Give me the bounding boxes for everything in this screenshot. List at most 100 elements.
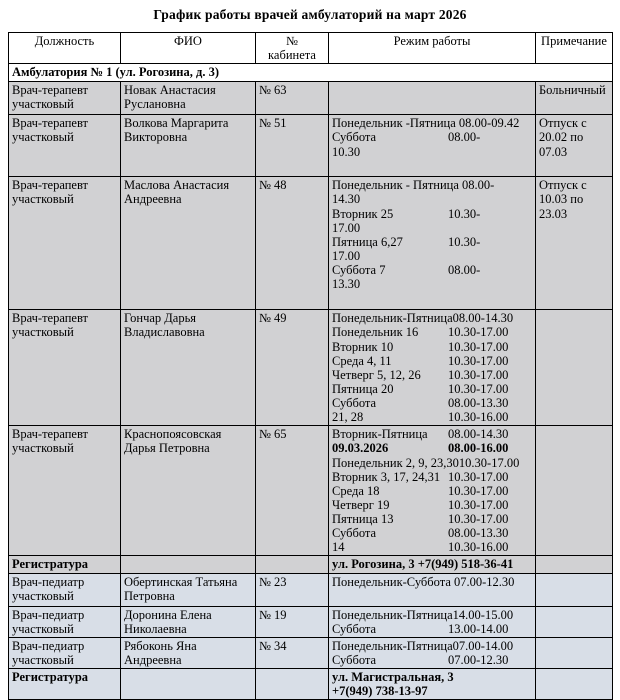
- schedule-line: Четверг 5, 12, 26 10.30-17.00: [332, 368, 532, 382]
- name-cell: [120, 667, 256, 700]
- position-cell: Врач-терапевт участковый: [8, 114, 121, 178]
- schedule-line: Вторник-Пятница 08.00-14.30: [332, 427, 532, 441]
- schedule-time: 10.30-17.00: [458, 455, 520, 470]
- column-header-office-line2: кабинета: [268, 48, 316, 63]
- schedule-day: 10.30: [332, 144, 361, 159]
- position-cell: Врач-терапевт участковый: [8, 309, 121, 427]
- header-row: Должность ФИО № кабинета Режим работы Пр…: [8, 31, 613, 65]
- schedule-day: Четверг 19: [332, 497, 390, 512]
- doctor-row: Врач-педиатр участковый Доронина Елена Ни…: [8, 605, 613, 638]
- schedule-time: 10.30-: [448, 234, 481, 249]
- schedule-line: Понедельник 2, 9, 23,3010.30-17.00: [332, 456, 532, 470]
- schedule-cell: Понедельник-Пятница14.00-15.00 Суббота 13.…: [328, 605, 536, 638]
- schedule-time: 10.30-: [448, 206, 481, 221]
- doctor-row: Врач-терапевт участковый Краснопоясовская…: [8, 425, 613, 557]
- schedule-time: 10.30-16.00: [448, 410, 509, 425]
- schedule-line: Суббота 08.00-: [332, 130, 532, 144]
- schedule-day: Вторник-Пятница: [332, 427, 428, 442]
- office-cell: [255, 555, 329, 574]
- schedule-day: 21, 28: [332, 410, 364, 425]
- schedule-line: Понедельник-Суббота 07.00-12.30: [332, 575, 532, 589]
- schedule-line: 17.00: [332, 249, 532, 263]
- schedule-line: Понедельник-Пятница08.00-14.30: [332, 311, 532, 325]
- office-cell: № 63: [255, 81, 329, 116]
- name-cell: Новак Анастасия Руслановна: [120, 81, 256, 116]
- note-cell: [535, 309, 613, 427]
- schedule-time: 08.00-16.00: [448, 441, 509, 456]
- column-header-schedule: Режим работы: [328, 31, 536, 65]
- schedule-cell: Понедельник-Суббота 07.00-12.30: [328, 572, 536, 607]
- doctor-row: Врач-терапевт участковый Гончар Дарья Вла…: [8, 309, 613, 427]
- schedule-day: Четверг 5, 12, 26: [332, 367, 421, 382]
- doctor-row: Врач-терапевт участковый Новак Анастасия …: [8, 81, 613, 116]
- schedule-line: Суббота 08.00-13.30: [332, 396, 532, 410]
- schedule-time: 10.30-17.00: [448, 469, 509, 484]
- schedule-day: Вторник 10: [332, 339, 394, 354]
- schedule-day: Пятница 13: [332, 512, 394, 526]
- office-cell: № 19: [255, 605, 329, 638]
- schedule-day: 17.00: [332, 248, 361, 263]
- name-cell: Маслова Анастасия Андреевна: [120, 176, 256, 311]
- note-cell: Отпуск с 10.03 по 23.03: [535, 176, 613, 311]
- schedule-line: Суббота 08.00-13.30: [332, 526, 532, 540]
- schedule-day: Суббота: [332, 526, 377, 541]
- schedule-time: 08.00-14.30: [452, 311, 514, 326]
- schedule-day: Пятница 6,27: [332, 234, 403, 249]
- schedule-table: Должность ФИО № кабинета Режим работы Пр…: [8, 31, 613, 700]
- schedule-line: Среда 18 10.30-17.00: [332, 484, 532, 498]
- schedule-line: Понедельник -Пятница 08.00-09.42: [332, 116, 532, 130]
- schedule-line: 21, 28 10.30-16.00: [332, 410, 532, 424]
- schedule-day: 14.30: [332, 192, 361, 207]
- name-cell: Краснопоясовская Дарья Петровна: [120, 425, 256, 557]
- schedule-time: 08.00-13.30: [448, 526, 509, 541]
- schedule-time: 13.00-14.00: [448, 621, 509, 636]
- schedule-day: 14: [332, 540, 345, 555]
- doctor-row: Врач-терапевт участковый Маслова Анастаси…: [8, 176, 613, 311]
- schedule-time: 08.00-: [448, 130, 481, 145]
- schedule-table-body: Амбулатория № 1 (ул. Рогозина, д. 3) Врач…: [8, 63, 613, 700]
- section-row: Амбулатория № 1 (ул. Рогозина, д. 3): [8, 63, 613, 83]
- name-cell: Доронина Елена Николаевна: [120, 605, 256, 638]
- column-header-position: Должность: [8, 31, 121, 65]
- schedule-line: Суббота 7 08.00-: [332, 263, 532, 277]
- schedule-day: Понедельник 16: [332, 325, 419, 340]
- schedule-day: Суббота: [332, 396, 377, 410]
- schedule-line: ул. Магистральная, 3: [332, 670, 532, 684]
- schedule-line: 17.00: [332, 221, 532, 235]
- schedule-line: Понедельник-Пятница07.00-14.00: [332, 639, 532, 653]
- schedule-day: ул. Магистральная, 3: [332, 670, 454, 684]
- schedule-cell: ул. Магистральная, 3 +7(949) 738-13-97: [328, 667, 536, 700]
- schedule-line: 13.30: [332, 277, 532, 291]
- office-cell: № 48: [255, 176, 329, 311]
- schedule-day: 09.03.2026: [332, 441, 389, 456]
- position-cell: Врач-педиатр участковый: [8, 605, 121, 638]
- note-cell: [535, 605, 613, 638]
- office-cell: № 51: [255, 114, 329, 178]
- column-header-office: № кабинета: [255, 31, 329, 65]
- schedule-line: Пятница 20 10.30-17.00: [332, 382, 532, 396]
- name-cell: Рябоконь Яна Андреевна: [120, 636, 256, 670]
- registry-row: Регистратура ул. Магистральная, 3 +7(949) …: [8, 667, 613, 700]
- schedule-day: Пятница 20: [332, 381, 394, 396]
- position-cell: Врач-терапевт участковый: [8, 425, 121, 557]
- schedule-time: 10.30-17.00: [448, 483, 509, 498]
- schedule-day: Понедельник - Пятница 08.00-: [332, 178, 495, 193]
- schedule-day: ул. Рогозина, 3 +7(949) 518-36-41: [332, 557, 514, 572]
- schedule-time: 10.30-17.00: [448, 512, 509, 526]
- schedule-line: 09.03.2026 08.00-16.00: [332, 441, 532, 455]
- position-cell: Регистратура: [8, 555, 121, 574]
- position-cell: Регистратура: [8, 667, 121, 700]
- schedule-line: 10.30: [332, 145, 532, 159]
- schedule-cell: ул. Рогозина, 3 +7(949) 518-36-41: [328, 555, 536, 574]
- schedule-line: Вторник 3, 17, 24,31 10.30-17.00: [332, 470, 532, 484]
- schedule-time: 08.00-: [448, 263, 481, 277]
- doctor-row: Врач-терапевт участковый Волкова Маргарит…: [8, 114, 613, 178]
- office-cell: № 34: [255, 636, 329, 670]
- schedule-time: 10.30-17.00: [448, 367, 509, 382]
- schedule-day: Среда 4, 11: [332, 353, 392, 368]
- schedule-day: Понедельник -Пятница 08.00-09.42: [332, 116, 520, 131]
- schedule-line: Вторник 10 10.30-17.00: [332, 340, 532, 354]
- note-cell: [535, 425, 613, 557]
- note-cell: Больничный: [535, 81, 613, 116]
- schedule-time: 08.00-14.30: [448, 427, 509, 442]
